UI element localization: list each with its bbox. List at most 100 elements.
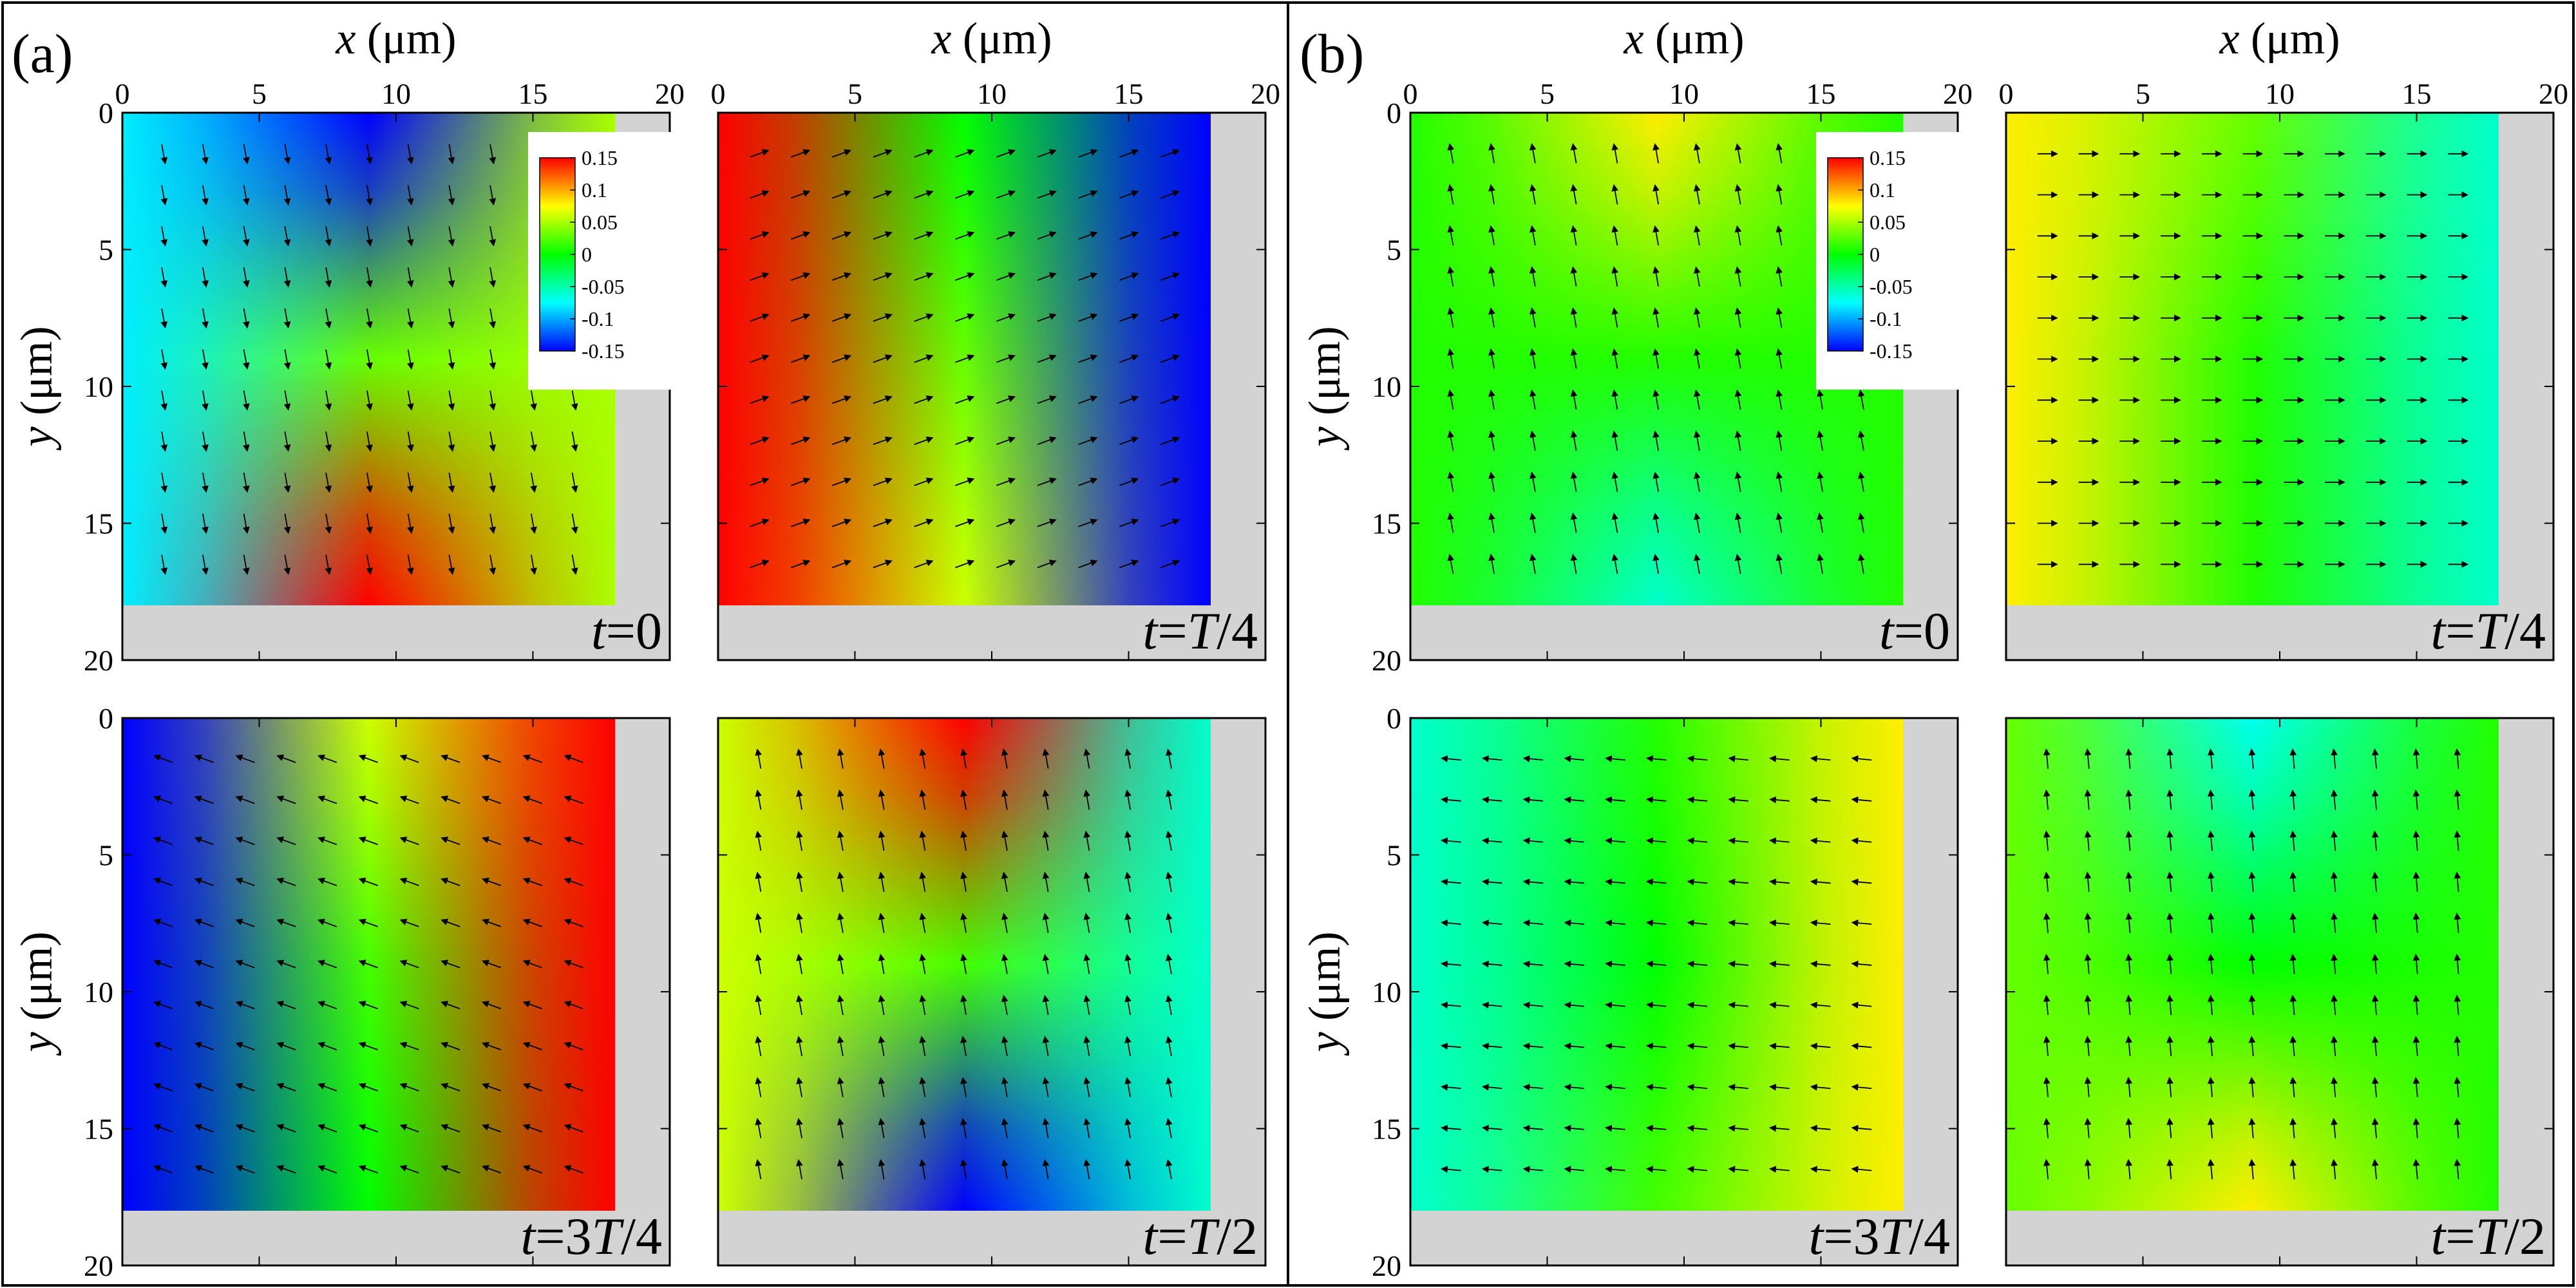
velocity-arrow <box>522 1041 542 1050</box>
velocity-arrow <box>831 436 851 445</box>
velocity-arrow <box>1001 1036 1009 1056</box>
velocity-arrow <box>750 436 770 445</box>
velocity-arrow <box>564 754 583 763</box>
velocity-arrow <box>202 431 209 452</box>
colorbar-tick-label: -0.1 <box>1870 307 1902 330</box>
velocity-arrow <box>482 754 502 763</box>
velocity-arrow <box>358 918 378 927</box>
velocity-arrow <box>1447 184 1455 205</box>
velocity-arrow <box>358 754 378 763</box>
velocity-arrow <box>1653 471 1660 492</box>
velocity-arrow <box>1165 994 1173 1016</box>
velocity-arrow <box>571 513 578 535</box>
velocity-arrow <box>1042 789 1050 810</box>
velocity-arrow <box>440 918 460 927</box>
velocity-arrow <box>1810 755 1831 762</box>
velocity-arrow <box>482 877 502 886</box>
velocity-arrow <box>837 1036 844 1056</box>
velocity-arrow <box>530 554 537 575</box>
time-label-part: t <box>1143 601 1159 660</box>
velocity-arrow <box>571 390 578 411</box>
velocity-arrow <box>448 267 455 288</box>
velocity-arrow <box>489 267 497 288</box>
velocity-arrow <box>1042 1117 1050 1139</box>
y-tick-label: 15 <box>84 1113 113 1146</box>
velocity-arrow <box>1529 389 1537 410</box>
velocity-arrow <box>2371 789 2379 810</box>
velocity-arrow <box>1160 560 1180 569</box>
velocity-arrow <box>1734 143 1742 164</box>
velocity-arrow <box>2207 748 2215 769</box>
velocity-arrow <box>1529 348 1537 369</box>
velocity-arrow <box>1078 354 1098 363</box>
time-label-part: /4 <box>1909 1207 1950 1265</box>
velocity-arrow <box>153 837 173 846</box>
y-tick-label: 10 <box>1372 976 1401 1009</box>
velocity-arrow <box>1653 553 1660 574</box>
velocity-arrow <box>1570 553 1578 574</box>
velocity-arrow <box>1728 878 1748 886</box>
velocity-arrow <box>325 472 332 493</box>
velocity-arrow <box>440 1001 460 1010</box>
velocity-arrow <box>1001 830 1009 851</box>
velocity-arrow <box>1734 389 1742 410</box>
velocity-arrow <box>2331 1117 2338 1139</box>
velocity-arrow <box>1124 994 1132 1016</box>
velocity-arrow <box>1570 307 1578 328</box>
velocity-arrow <box>160 226 168 247</box>
velocity-arrow <box>1441 960 1461 968</box>
velocity-arrow <box>235 837 255 846</box>
velocity-arrow <box>399 1041 419 1050</box>
velocity-arrow <box>1078 272 1098 281</box>
velocity-arrow <box>1810 878 1831 886</box>
velocity-arrow <box>1165 1036 1173 1056</box>
velocity-arrow <box>755 1077 762 1097</box>
velocity-arrow <box>1083 830 1091 851</box>
colorbar-tick-label: -0.15 <box>582 339 625 363</box>
velocity-arrow <box>242 349 250 370</box>
velocity-arrow <box>914 231 934 240</box>
velocity-arrow <box>202 554 209 575</box>
velocity-arrow <box>2125 871 2133 892</box>
velocity-arrow <box>1728 1166 1748 1173</box>
velocity-arrow <box>2125 748 2133 769</box>
velocity-arrow <box>796 748 803 769</box>
velocity-arrow <box>2207 994 2215 1016</box>
velocity-arrow <box>242 308 250 329</box>
velocity-arrow <box>831 313 851 322</box>
velocity-arrow <box>1481 1001 1502 1009</box>
velocity-arrow <box>1769 1083 1790 1091</box>
velocity-arrow <box>235 1124 255 1133</box>
velocity-arrow <box>406 513 414 535</box>
velocity-arrow <box>1488 389 1495 410</box>
velocity-arrow <box>448 472 455 493</box>
velocity-arrow <box>1857 389 1865 410</box>
velocity-arrow <box>1522 878 1544 886</box>
velocity-arrow <box>448 308 455 329</box>
velocity-arrow <box>1776 266 1783 287</box>
velocity-arrow <box>202 472 209 493</box>
velocity-arrow <box>1693 348 1701 369</box>
velocity-arrow <box>1645 1083 1667 1091</box>
velocity-arrow <box>1119 272 1139 281</box>
time-label-part: = <box>2445 1207 2475 1265</box>
velocity-arrow <box>1119 231 1139 240</box>
velocity-arrow <box>750 149 770 158</box>
velocity-arrow <box>482 918 502 927</box>
velocity-arrow <box>1564 960 1584 968</box>
velocity-arrow <box>2248 789 2256 810</box>
velocity-arrow <box>755 1117 762 1139</box>
velocity-arrow <box>1769 960 1790 968</box>
velocity-arrow <box>2454 748 2461 769</box>
velocity-arrow <box>2248 871 2256 892</box>
velocity-arrow <box>448 513 455 535</box>
velocity-arrow <box>1851 1083 1872 1091</box>
velocity-arrow <box>873 436 893 445</box>
velocity-arrow <box>564 918 583 927</box>
velocity-arrow <box>955 436 975 445</box>
velocity-arrow <box>1481 919 1502 927</box>
velocity-arrow <box>440 754 460 763</box>
velocity-arrow <box>1611 471 1619 492</box>
velocity-arrow <box>2331 789 2338 810</box>
velocity-arrow <box>1447 512 1455 533</box>
